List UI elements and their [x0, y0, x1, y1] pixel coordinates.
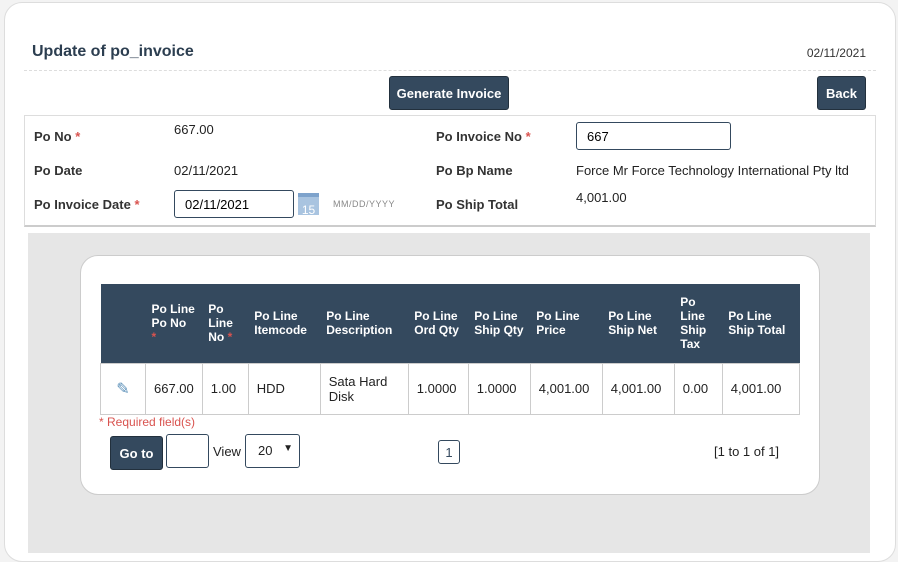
view-label: View [213, 444, 241, 459]
generate-invoice-button[interactable]: Generate Invoice [389, 76, 509, 110]
po-date-label: Po Date [34, 163, 83, 178]
po-bp-name-label: Po Bp Name [436, 163, 513, 178]
col-itemcode[interactable]: Po Line Itemcode [248, 284, 321, 363]
table-header-row: Po Line Po No * Po Line No * Po Line Item… [100, 284, 800, 363]
header-date: 02/11/2021 [806, 46, 866, 60]
cell: 4,001.00 [721, 362, 801, 415]
col-ship-net[interactable]: Po Line Ship Net [602, 284, 675, 363]
edit-pencil-icon[interactable]: ✎ [100, 362, 146, 415]
col-po-line-po-no[interactable]: Po Line Po No * [145, 284, 203, 363]
page-1-link[interactable]: 1 [438, 440, 460, 464]
required-note: * Required field(s) [99, 415, 196, 429]
cell: 1.0000 [407, 362, 469, 415]
goto-button[interactable]: Go to [110, 436, 163, 470]
date-format-hint: MM/DD/YYYY [333, 199, 396, 209]
col-ship-qty[interactable]: Po Line Ship Qty [468, 284, 531, 363]
cell: 667.00 [145, 362, 203, 415]
col-price[interactable]: Po Line Price [530, 284, 603, 363]
cell: 4,001.00 [601, 362, 675, 415]
po-ship-total-label: Po Ship Total [436, 197, 519, 212]
calendar-icon[interactable]: 15 [298, 193, 319, 217]
col-description[interactable]: Po Line Description [320, 284, 409, 363]
po-invoice-date-label: Po Invoice Date * [34, 197, 140, 212]
page-range: [1 to 1 of 1] [714, 444, 780, 459]
chevron-down-icon: ▼ [283, 443, 293, 454]
cell: HDD [247, 362, 321, 415]
po-no-label: Po No * [34, 129, 81, 144]
table-row: ✎ 667.00 1.00 HDD Sata Hard Disk 1.0000 … [100, 362, 801, 415]
po-invoice-no-label: Po Invoice No * [436, 129, 531, 144]
cell: 1.0000 [467, 362, 531, 415]
cell: 0.00 [673, 362, 723, 415]
po-no-value: 667.00 [174, 122, 214, 137]
po-lines-table: Po Line Po No * Po Line No * Po Line Item… [100, 284, 801, 415]
po-invoice-no-input[interactable] [576, 122, 731, 150]
col-actions [100, 284, 146, 363]
page-size-select[interactable]: 20 ▼ [245, 434, 300, 468]
col-ship-total[interactable]: Po Line Ship Total [722, 284, 800, 363]
cell: 4,001.00 [529, 362, 603, 415]
po-invoice-date-input[interactable] [174, 190, 294, 218]
invoice-form [24, 115, 876, 227]
back-button[interactable]: Back [817, 76, 866, 110]
goto-page-input[interactable] [166, 434, 209, 468]
col-ord-qty[interactable]: Po Line Ord Qty [408, 284, 469, 363]
col-ship-tax[interactable]: Po Line Ship Tax [674, 284, 723, 363]
po-bp-name-value: Force Mr Force Technology International … [576, 163, 849, 178]
cell: Sata Hard Disk [319, 362, 409, 415]
page-title: Update of po_invoice [32, 43, 194, 60]
cell: 1.00 [201, 362, 249, 415]
po-date-value: 02/11/2021 [174, 163, 239, 178]
col-po-line-no[interactable]: Po Line No * [202, 284, 249, 363]
po-ship-total-value: 4,001.00 [576, 190, 627, 205]
divider [24, 70, 876, 71]
